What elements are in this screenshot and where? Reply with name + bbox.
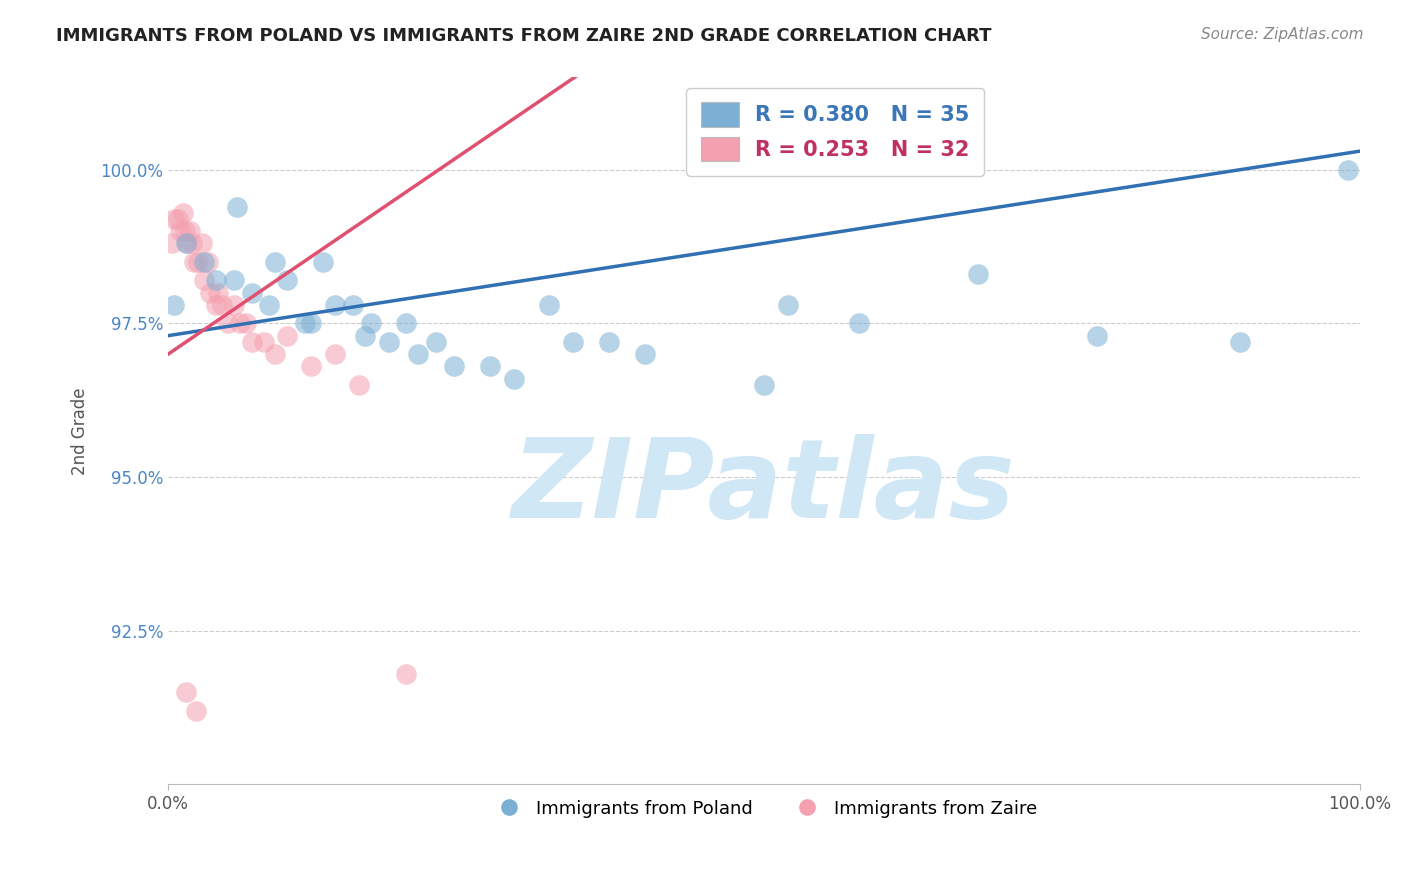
Legend: Immigrants from Poland, Immigrants from Zaire: Immigrants from Poland, Immigrants from … bbox=[484, 792, 1045, 825]
Point bbox=[342, 298, 364, 312]
Point bbox=[205, 298, 228, 312]
Point bbox=[538, 298, 561, 312]
Point bbox=[169, 224, 191, 238]
Point bbox=[259, 298, 281, 312]
Point bbox=[353, 328, 375, 343]
Point bbox=[176, 236, 198, 251]
Point bbox=[187, 255, 209, 269]
Point bbox=[179, 224, 201, 238]
Point bbox=[294, 316, 316, 330]
Point bbox=[634, 347, 657, 361]
Point bbox=[752, 377, 775, 392]
Point bbox=[160, 236, 183, 251]
Point bbox=[377, 334, 399, 349]
Point bbox=[181, 236, 204, 251]
Point bbox=[264, 347, 287, 361]
Point bbox=[395, 666, 418, 681]
Point bbox=[193, 255, 215, 269]
Point bbox=[193, 273, 215, 287]
Point bbox=[395, 316, 418, 330]
Text: ZIPatlas: ZIPatlas bbox=[512, 434, 1015, 541]
Point bbox=[163, 298, 186, 312]
Point bbox=[205, 273, 228, 287]
Point bbox=[323, 347, 346, 361]
Point bbox=[252, 334, 274, 349]
Point bbox=[264, 255, 287, 269]
Point bbox=[172, 205, 194, 219]
Point bbox=[211, 298, 233, 312]
Point bbox=[276, 328, 298, 343]
Point bbox=[276, 273, 298, 287]
Point bbox=[478, 359, 501, 374]
Point bbox=[222, 298, 245, 312]
Point bbox=[408, 347, 430, 361]
Point bbox=[207, 285, 229, 300]
Point bbox=[226, 200, 249, 214]
Y-axis label: 2nd Grade: 2nd Grade bbox=[72, 387, 89, 475]
Point bbox=[425, 334, 447, 349]
Point bbox=[198, 285, 221, 300]
Point bbox=[174, 685, 197, 699]
Point bbox=[1336, 162, 1358, 177]
Point bbox=[598, 334, 620, 349]
Point bbox=[190, 236, 212, 251]
Point bbox=[312, 255, 335, 269]
Text: Source: ZipAtlas.com: Source: ZipAtlas.com bbox=[1201, 27, 1364, 42]
Point bbox=[347, 377, 370, 392]
Point bbox=[217, 316, 239, 330]
Point bbox=[562, 334, 585, 349]
Point bbox=[967, 267, 990, 281]
Point bbox=[502, 372, 524, 386]
Point bbox=[1087, 328, 1109, 343]
Point bbox=[222, 273, 245, 287]
Text: IMMIGRANTS FROM POLAND VS IMMIGRANTS FROM ZAIRE 2ND GRADE CORRELATION CHART: IMMIGRANTS FROM POLAND VS IMMIGRANTS FRO… bbox=[56, 27, 991, 45]
Point bbox=[776, 298, 799, 312]
Point bbox=[228, 316, 250, 330]
Point bbox=[360, 316, 382, 330]
Point bbox=[323, 298, 346, 312]
Point bbox=[166, 211, 188, 226]
Point bbox=[848, 316, 870, 330]
Point bbox=[299, 359, 322, 374]
Point bbox=[443, 359, 465, 374]
Point bbox=[163, 211, 186, 226]
Point bbox=[240, 334, 263, 349]
Point bbox=[174, 224, 197, 238]
Point bbox=[174, 236, 197, 251]
Point bbox=[1229, 334, 1251, 349]
Point bbox=[299, 316, 322, 330]
Point bbox=[183, 255, 205, 269]
Point bbox=[197, 255, 219, 269]
Point bbox=[235, 316, 257, 330]
Point bbox=[240, 285, 263, 300]
Point bbox=[184, 704, 207, 718]
